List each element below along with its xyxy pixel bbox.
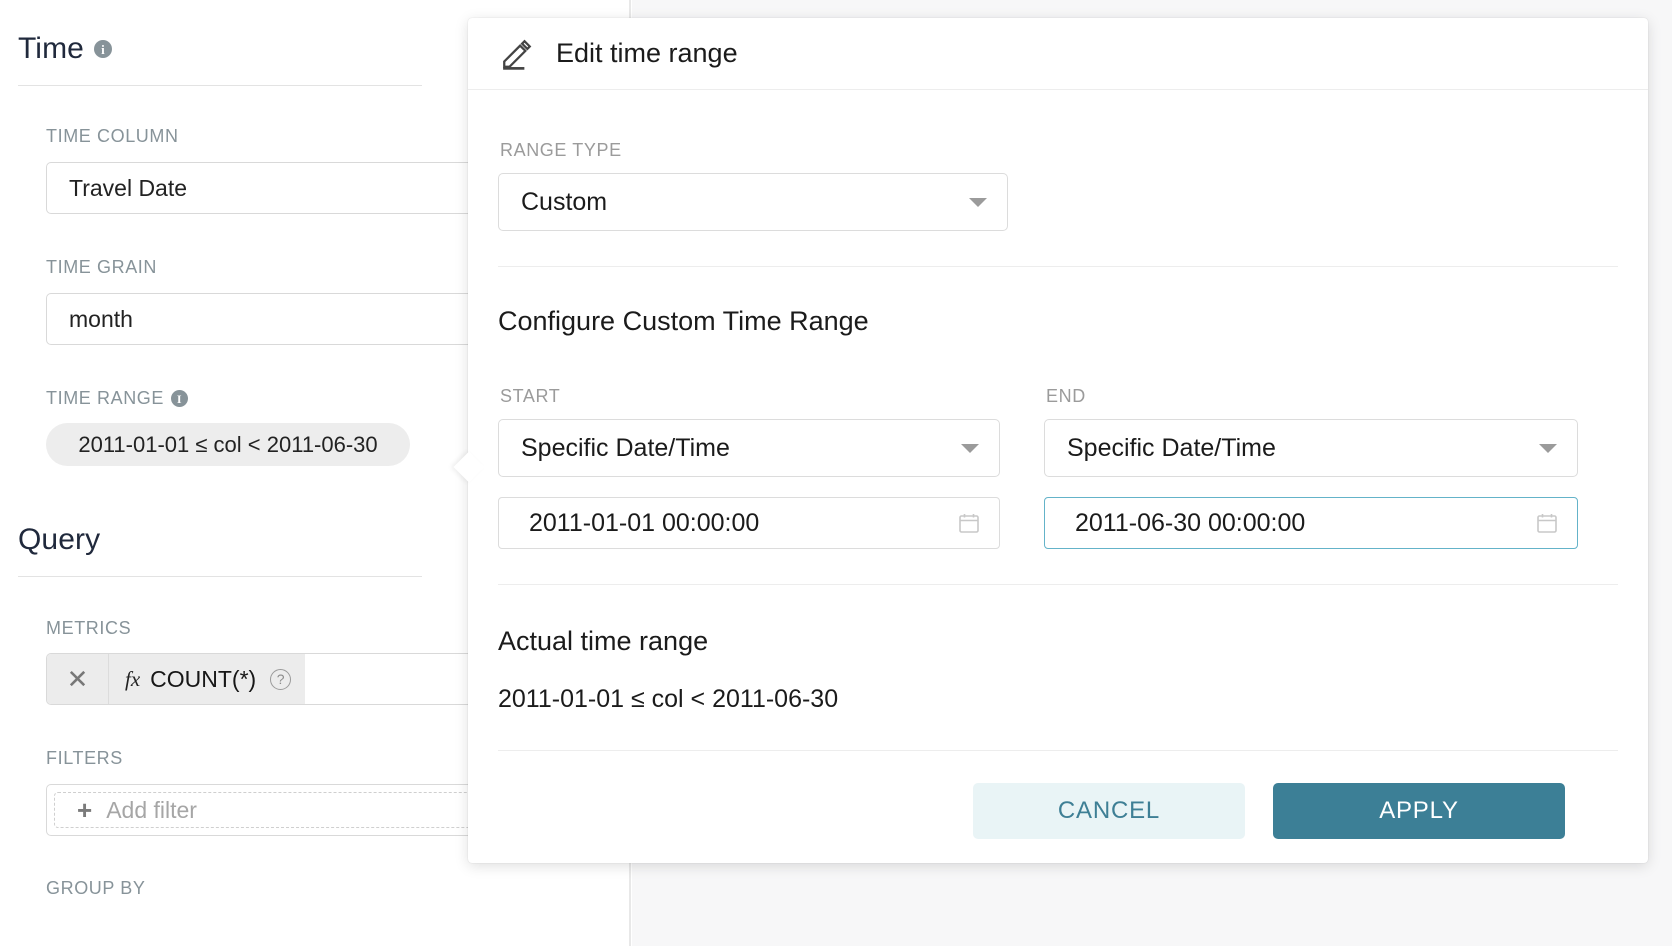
query-section-rule [18, 576, 422, 577]
cancel-button[interactable]: CANCEL [973, 783, 1245, 839]
separator-footer [498, 750, 1618, 751]
metrics-control[interactable]: ✕ fx COUNT(*) ? [46, 653, 546, 705]
start-datetime-input[interactable]: 2011-01-01 00:00:00 [498, 497, 1000, 549]
query-section-label: Query [18, 523, 101, 556]
apply-button[interactable]: APPLY [1273, 783, 1565, 839]
actual-range-heading: Actual time range [498, 626, 709, 656]
time-range-value: 2011-01-01 ≤ col < 2011-06-30 [78, 431, 378, 457]
end-mode-select[interactable]: Specific Date/Time [1044, 419, 1578, 477]
start-datetime-value: 2011-01-01 00:00:00 [529, 508, 760, 537]
separator-top [498, 266, 1618, 267]
time-range-label: TIME RANGE i [46, 388, 189, 409]
separator-middle [498, 584, 1618, 585]
group-by-label: GROUP BY [46, 878, 146, 898]
metric-value: COUNT(*) [150, 665, 257, 692]
time-section-rule [18, 85, 422, 86]
calendar-icon[interactable] [1535, 511, 1559, 535]
popover-header: Edit time range [468, 18, 1648, 90]
time-grain-label: TIME GRAIN [46, 257, 158, 277]
start-mode-select[interactable]: Specific Date/Time [498, 419, 1000, 477]
time-column-input[interactable]: Travel Date [46, 162, 546, 214]
pencil-icon [503, 39, 532, 70]
question-icon[interactable]: ? [270, 668, 292, 690]
metric-chip[interactable]: ✕ fx COUNT(*) ? [47, 654, 306, 704]
close-icon[interactable]: ✕ [47, 654, 109, 704]
range-type-select[interactable]: Custom [498, 173, 1008, 231]
range-type-label: RANGE TYPE [500, 140, 622, 160]
time-grain-input[interactable]: month [46, 293, 546, 345]
calendar-icon[interactable] [957, 511, 981, 535]
time-column-value: Travel Date [69, 174, 188, 201]
edit-time-range-popover: Edit time range RANGE TYPE Custom Config… [468, 18, 1648, 863]
start-label: START [500, 386, 561, 406]
end-label: END [1046, 386, 1086, 406]
info-icon[interactable]: i [171, 390, 189, 407]
add-filter-button[interactable]: + Add filter [54, 792, 538, 828]
plus-icon: + [77, 795, 93, 825]
chevron-down-icon [969, 197, 987, 207]
range-type-value: Custom [521, 187, 608, 216]
time-section-label: Time [18, 32, 84, 65]
end-datetime-input[interactable]: 2011-06-30 00:00:00 [1044, 497, 1578, 549]
time-column-label: TIME COLUMN [46, 126, 179, 146]
actual-range-value: 2011-01-01 ≤ col < 2011-06-30 [498, 685, 839, 713]
start-mode-value: Specific Date/Time [521, 433, 730, 462]
end-mode-value: Specific Date/Time [1067, 433, 1276, 462]
time-grain-value: month [69, 305, 133, 332]
chevron-down-icon [961, 443, 979, 453]
info-icon[interactable]: i [93, 40, 112, 58]
fx-icon: fx [125, 666, 141, 691]
time-range-pill[interactable]: 2011-01-01 ≤ col < 2011-06-30 [46, 423, 410, 466]
metrics-label: METRICS [46, 618, 132, 638]
chevron-down-icon [1539, 443, 1557, 453]
time-section-title: Time i [18, 32, 112, 66]
popover-title: Edit time range [556, 38, 738, 68]
add-filter-placeholder: Add filter [106, 796, 197, 823]
filters-label: FILTERS [46, 748, 123, 768]
filters-control[interactable]: + Add filter [46, 784, 546, 836]
query-section-title: Query [18, 523, 100, 557]
configure-heading: Configure Custom Time Range [498, 306, 869, 336]
end-datetime-value: 2011-06-30 00:00:00 [1075, 508, 1306, 537]
